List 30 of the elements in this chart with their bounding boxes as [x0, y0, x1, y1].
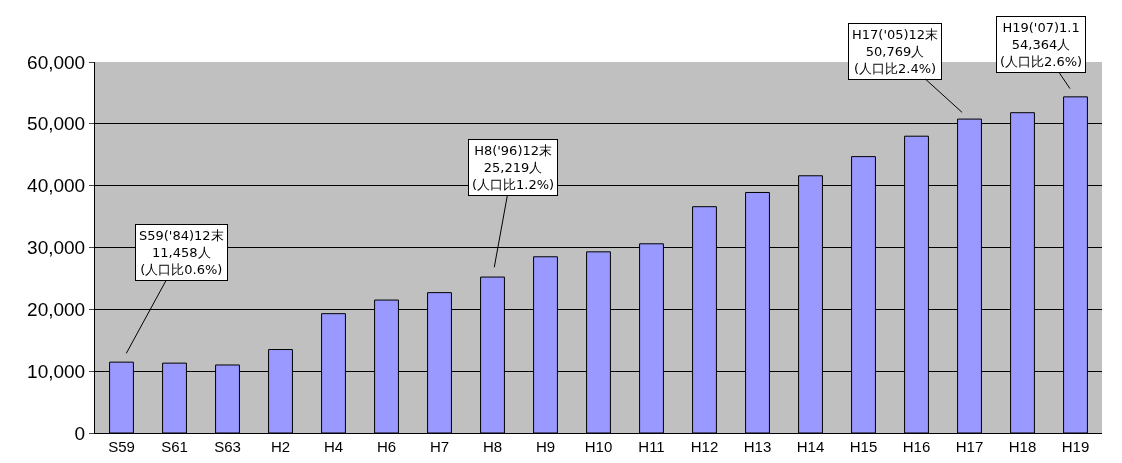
annotation: H8('96)12末 25,219人 (人口比1.2%): [472, 143, 555, 192]
x-tick-label: H7: [429, 438, 450, 455]
y-tick-label: 60,000: [27, 51, 86, 73]
x-tick-label: H4: [323, 438, 344, 455]
x-tick-label: H16: [902, 438, 931, 455]
x-tick-label: S59: [108, 438, 135, 455]
y-tick-label: 30,000: [27, 237, 86, 259]
x-tick-label: H6: [376, 438, 397, 455]
x-tick-label: H15: [849, 438, 878, 455]
x-tick-label: H14: [796, 438, 825, 455]
x-tick-label: H18: [1008, 438, 1037, 455]
x-tick-label: H12: [690, 438, 719, 455]
x-tick-label: S63: [214, 438, 241, 455]
x-tick-label: H13: [743, 438, 772, 455]
y-tick-label: 0: [74, 422, 86, 444]
x-tick-label: H8: [482, 438, 503, 455]
x-tick-label: H10: [584, 438, 613, 455]
y-tick-label: 20,000: [27, 298, 86, 320]
x-tick-label: H19: [1061, 438, 1090, 455]
x-tick-label: H9: [535, 438, 556, 455]
y-tick-label: 40,000: [27, 175, 86, 197]
x-tick-label: H2: [270, 438, 291, 455]
y-tick-label: 50,000: [27, 113, 86, 135]
annotation: H17('05)12末 50,769人 (人口比2.4%): [852, 27, 939, 76]
annotation: H19('07)1.1 54,364人 (人口比2.6%): [1000, 20, 1083, 69]
x-tick-label: H17: [955, 438, 984, 455]
y-tick-label: 10,000: [27, 360, 86, 382]
x-tick-label: S61: [161, 438, 188, 455]
annotation: S59('84)12末 11,458人 (人口比0.6%): [139, 228, 224, 277]
x-tick-label: H11: [638, 438, 665, 455]
